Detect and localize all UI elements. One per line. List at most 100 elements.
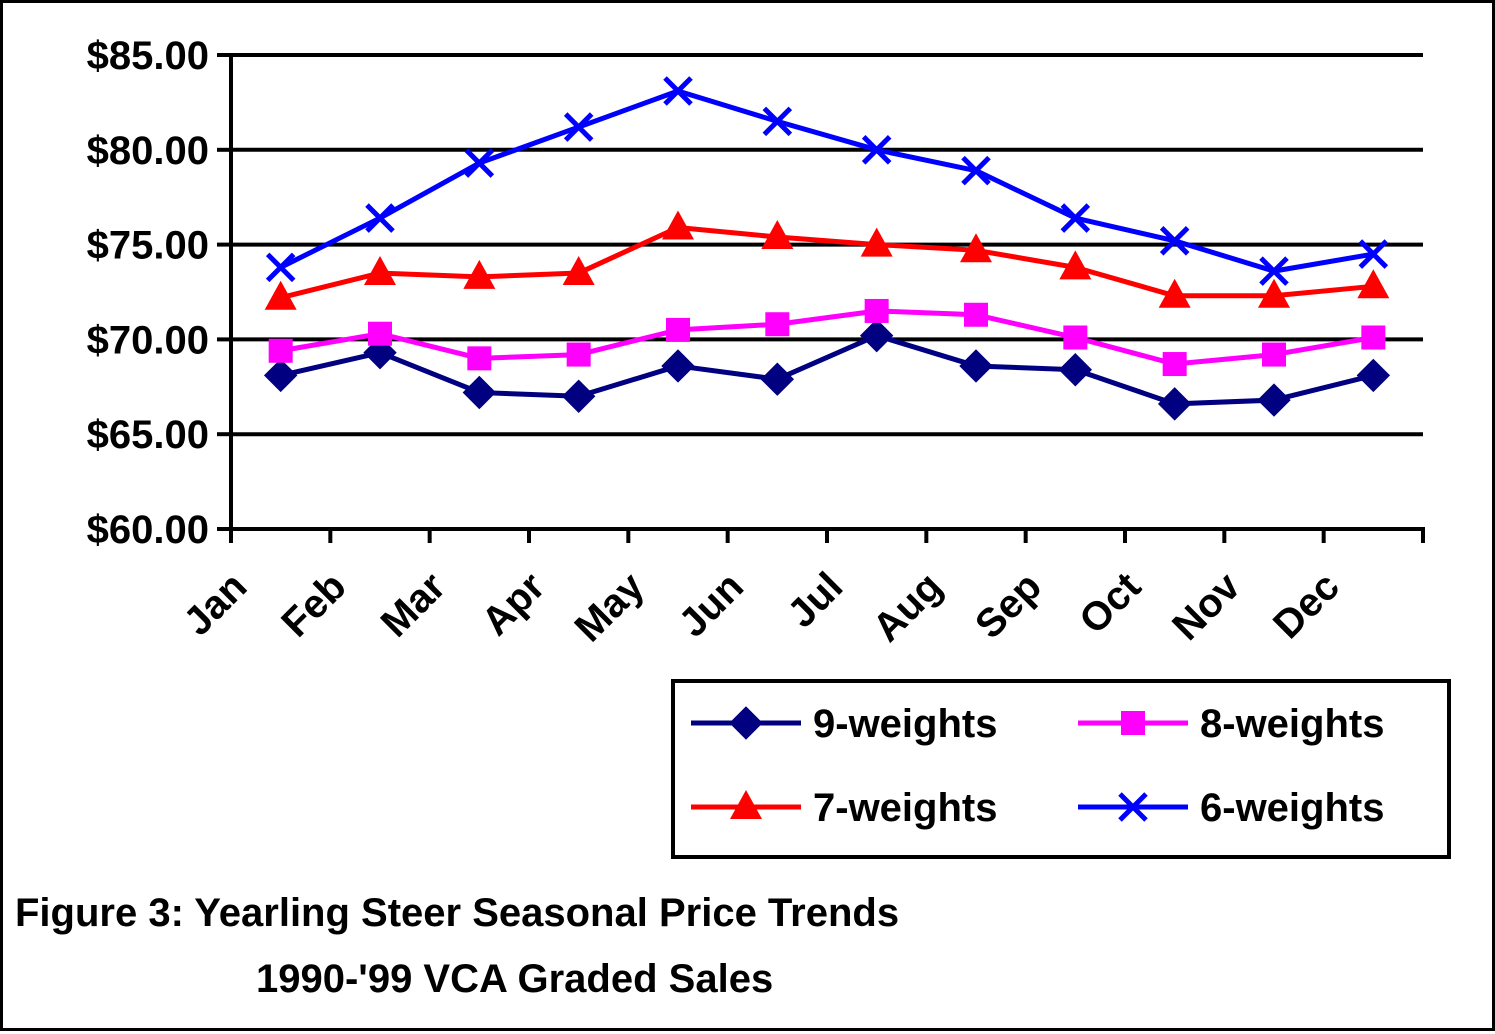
marker-stroke [563,112,594,142]
x-tick-label: Jun [671,564,752,645]
legend-item: 7-weights [691,786,997,830]
marker-stroke [1259,256,1289,286]
marker-stroke [1118,792,1148,822]
data-point [364,256,396,286]
data-point [1361,325,1386,350]
gridlines [231,53,1423,437]
data-point [268,338,293,363]
legend-label: 8-weights [1200,702,1384,746]
x-tick-label: Dec [1265,564,1348,647]
marker-stroke [1358,239,1389,269]
series-6-weights [265,76,1389,286]
figure-caption-title: Figure 3: Yearling Steer Seasonal Price … [15,891,900,935]
legend-label: 9-weights [813,702,997,746]
marker-stroke [663,76,693,106]
y-tick-label: $70.00 [87,318,209,362]
data-point [264,280,297,310]
marker-stroke [365,203,395,233]
data-point [762,106,793,137]
x-tick-label: Aug [865,564,951,650]
data-point [1060,203,1091,233]
data-point [765,312,790,337]
x-tick-label: May [567,564,654,651]
legend-marker [1118,792,1148,822]
data-point [563,112,594,142]
x-tick-label: Nov [1164,564,1249,649]
data-point [562,256,595,286]
data-point [960,233,992,263]
x-tick-label: Jul [779,564,851,636]
legend-marker [730,790,762,819]
data-point [1158,278,1191,308]
data-point [662,210,694,240]
data-point [1157,387,1192,421]
x-tick-labels: Jan Feb Mar Apr May Jun Jul Aug Sep Oct Nov Dec [176,564,1349,651]
series-line [280,225,1374,301]
data-point [860,227,893,257]
data-point [663,76,693,106]
data-point [1356,358,1391,393]
data-point [1358,239,1389,269]
series-9-weights [263,318,1391,421]
data-point [1357,269,1390,299]
legend-label: 7-weights [813,786,997,830]
series-8-weights [268,298,1386,377]
data-point [760,362,795,396]
x-tick-label: Sep [967,564,1050,647]
marker-stroke [1159,226,1190,256]
axes [217,53,1425,543]
x-tick-label: Feb [273,564,354,645]
data-point [861,135,892,165]
legend-item: 9-weights [691,702,997,746]
data-point [859,318,894,353]
y-tick-labels: $60.00 $65.00 $70.00 $75.00 $80.00 $85.00 [87,34,209,552]
figure-caption-subtitle: 1990-'99 VCA Graded Sales [256,957,774,1001]
data-point [864,298,889,323]
data-point [566,342,591,367]
data-point [1159,226,1190,256]
data-point [368,321,392,346]
x-tick-label: Mar [373,564,454,645]
legend: 9-weights 8-weights 7-weights 6-weights [671,679,1451,859]
data-point [265,252,296,283]
data-point [959,349,993,383]
data-point [961,155,991,186]
data-point [561,379,596,413]
series-line [279,88,1374,274]
data-point [1063,325,1088,350]
legend-item: 6-weights [1078,786,1384,830]
y-tick-label: $80.00 [87,129,209,173]
data-point [964,302,988,327]
data-point [1059,250,1092,280]
data-point [661,349,695,383]
marker-stroke [961,155,991,186]
data-point [1162,352,1187,377]
data-point [1257,383,1291,417]
data-point [1259,256,1289,286]
legend-box [671,679,1451,859]
series [263,76,1391,421]
series-7-weights [264,210,1390,310]
data-point [263,358,298,393]
line-chart: $60.00 $65.00 $70.00 $75.00 $80.00 $85.00 Jan… [87,34,1451,859]
data-point [463,259,496,289]
legend-marker [729,706,763,740]
legend-marker [1121,711,1145,735]
y-tick-label: $65.00 [87,413,209,457]
legend-label: 6-weights [1200,786,1384,830]
x-tick-label: Oct [1071,564,1149,642]
data-point [761,220,794,250]
y-tick-label: $75.00 [87,224,209,268]
marker-stroke [861,135,892,165]
data-point [1262,342,1286,367]
marker-stroke [1060,203,1091,233]
legend-item: 8-weights [1078,702,1384,746]
data-point [666,317,690,342]
series-line [280,333,1374,407]
marker-stroke [762,106,793,137]
data-point [1258,278,1290,308]
data-point [467,346,492,371]
y-tick-label: $60.00 [87,508,209,552]
data-point [1058,353,1093,387]
